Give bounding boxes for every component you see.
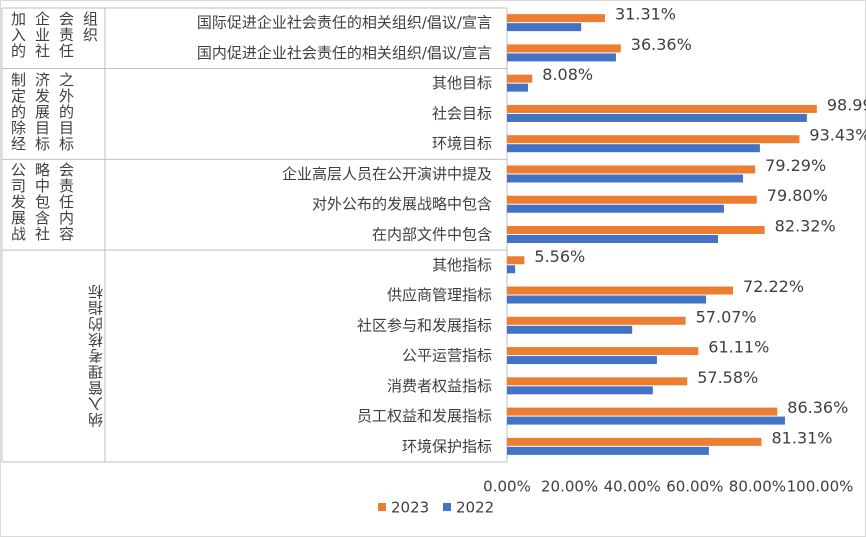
x-tick-label: 60.00% [666, 478, 723, 496]
value-label: 81.31% [772, 428, 833, 447]
legend-label: 2023 [391, 499, 429, 517]
y-tick-label: 其他目标 [432, 74, 492, 92]
value-label: 61.11% [708, 338, 769, 357]
bar [507, 295, 707, 304]
y-tick-label: 员工权益和发展指标 [357, 407, 492, 425]
y-tick-label: 公平运营指标 [402, 347, 492, 365]
y-tick-label: 社会目标 [432, 104, 492, 122]
bar [507, 14, 606, 23]
bar [507, 165, 756, 174]
value-label: 57.58% [697, 368, 758, 387]
bar [507, 23, 582, 32]
x-tick-label: 80.00% [729, 478, 786, 496]
legend-label: 2022 [456, 499, 494, 517]
x-tick-label: 40.00% [604, 478, 661, 496]
y-tick-label: 环境保护指标 [402, 437, 492, 455]
value-label: 93.43% [809, 126, 866, 145]
group-label: 加入的企业社会责任组织 [9, 11, 99, 59]
y-tick-label: 消费者权益指标 [387, 377, 492, 395]
bar [507, 174, 744, 183]
bar [507, 325, 633, 334]
bar [507, 386, 653, 395]
bar [507, 235, 718, 243]
value-label: 79.29% [765, 156, 826, 175]
bar [507, 204, 724, 213]
bar [507, 377, 688, 386]
y-tick-label: 社区参与和发展指标 [357, 316, 492, 334]
bar [507, 286, 734, 295]
value-label: 5.56% [534, 247, 585, 266]
value-label: 82.32% [775, 217, 836, 236]
y-tick-label: 供应商管理指标 [387, 286, 492, 304]
y-tick-label: 企业高层人员在公开演讲中提及 [282, 165, 492, 183]
bar [507, 44, 621, 53]
value-label: 8.08% [542, 65, 593, 84]
bar [507, 416, 785, 425]
bar [507, 83, 528, 92]
group-label: 纳入管理考核的指标 [87, 284, 105, 429]
bar [507, 407, 778, 416]
y-tick-label: 在内部文件中包含 [372, 226, 492, 244]
bar [507, 104, 817, 113]
x-tick-label: 100.00% [787, 478, 854, 496]
bar [507, 226, 765, 234]
bar [507, 113, 807, 122]
value-label: 72.22% [743, 277, 804, 296]
y-tick-label: 国际促进企业社会责任的相关组织/倡议/宣言 [197, 14, 492, 32]
bar [507, 265, 516, 274]
value-label: 36.36% [631, 35, 692, 54]
bar [507, 437, 762, 446]
value-label: 79.80% [767, 186, 828, 205]
value-label: 86.36% [787, 398, 848, 417]
bar [507, 144, 760, 153]
bar [507, 446, 709, 455]
bar [507, 135, 800, 144]
x-tick-label: 20.00% [541, 478, 598, 496]
value-label: 98.99% [827, 95, 866, 114]
bar [507, 356, 657, 365]
legend-swatch [443, 503, 451, 511]
y-tick-label: 其他指标 [432, 256, 492, 274]
group-label: 公司发展战略中包含社会责任内容 [9, 162, 75, 243]
y-tick-label: 对外公布的发展战略中包含 [312, 195, 492, 213]
value-label: 31.31% [615, 5, 676, 24]
bar [507, 316, 686, 325]
bar [507, 256, 525, 265]
bar [507, 347, 699, 356]
y-tick-label: 环境目标 [432, 135, 492, 153]
bar [507, 74, 533, 83]
group-label: 制定的除经济发展目标之外的目标 [9, 71, 75, 152]
bar [507, 195, 757, 204]
bar [507, 53, 616, 62]
value-label: 57.07% [696, 307, 757, 326]
x-tick-label: 0.00% [483, 478, 531, 496]
legend-swatch [378, 503, 386, 511]
y-tick-label: 国内促进企业社会责任的相关组织/倡议/宣言 [197, 44, 492, 62]
